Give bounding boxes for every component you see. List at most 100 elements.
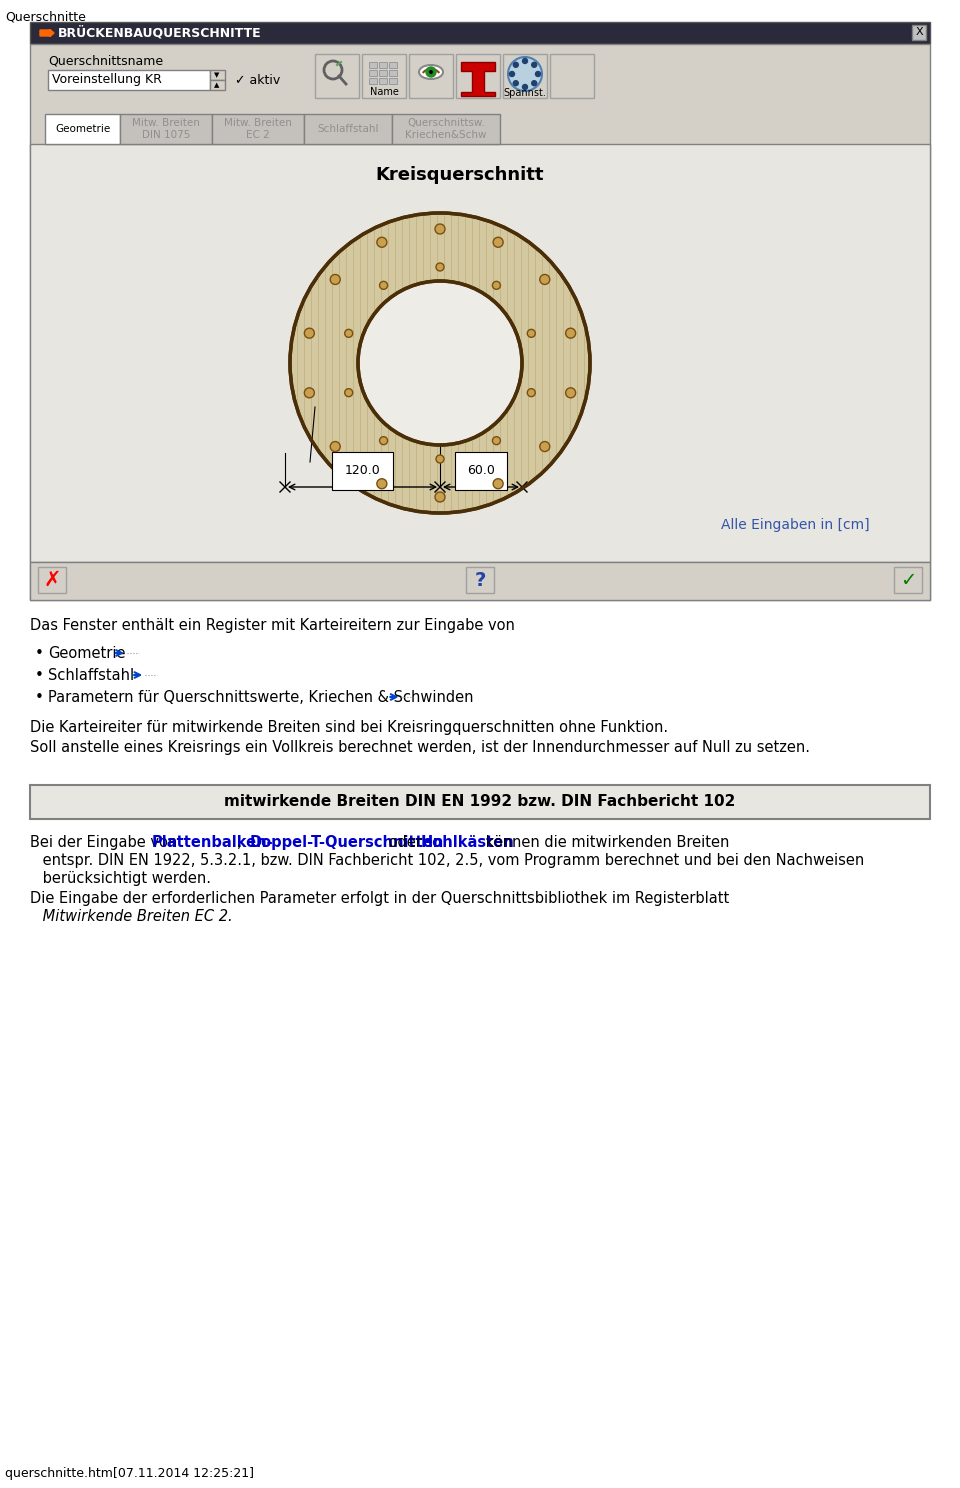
FancyBboxPatch shape [30,144,930,562]
Text: Querschnittsw.
Kriechen&Schw: Querschnittsw. Kriechen&Schw [405,118,487,140]
Circle shape [565,329,576,338]
Text: ▲: ▲ [214,82,220,88]
Circle shape [377,479,387,488]
FancyBboxPatch shape [894,567,922,594]
FancyBboxPatch shape [389,62,397,68]
FancyBboxPatch shape [912,25,926,40]
Text: Querschnitte: Querschnitte [5,10,85,22]
Text: BRÜCKENBAUQUERSCHNITTE: BRÜCKENBAUQUERSCHNITTE [58,27,262,40]
Text: •: • [35,690,44,705]
Text: Alle Eingaben in [cm]: Alle Eingaben in [cm] [721,518,870,533]
Text: Geometrie: Geometrie [55,124,110,134]
FancyBboxPatch shape [456,54,500,98]
Text: ?: ? [474,570,486,589]
Text: Name: Name [370,86,398,97]
FancyArrow shape [40,30,54,37]
Text: Mitw. Breiten
DIN 1075: Mitw. Breiten DIN 1075 [132,118,200,140]
FancyBboxPatch shape [362,54,406,98]
Text: Hohlkästen: Hohlkästen [420,835,515,850]
Circle shape [426,67,436,77]
Circle shape [527,329,536,338]
Circle shape [565,388,576,397]
Text: ,: , [237,835,247,850]
FancyBboxPatch shape [369,62,377,68]
Text: querschnitte.htm[07.11.2014 12:25:21]: querschnitte.htm[07.11.2014 12:25:21] [5,1467,254,1481]
Text: Mitwirkende Breiten EC 2.: Mitwirkende Breiten EC 2. [38,909,232,924]
Text: X: X [915,27,923,37]
Circle shape [540,442,550,451]
FancyBboxPatch shape [45,115,120,144]
Text: Plattenbalken-: Plattenbalken- [152,835,274,850]
Circle shape [429,70,433,74]
Circle shape [510,71,515,76]
Text: Das Fenster enthält ein Register mit Karteireitern zur Eingabe von: Das Fenster enthält ein Register mit Kar… [30,618,515,632]
Circle shape [379,436,388,445]
Text: berücksichtigt werden.: berücksichtigt werden. [38,870,211,885]
FancyBboxPatch shape [392,115,500,144]
Text: •: • [35,668,44,683]
Circle shape [493,237,503,247]
Circle shape [492,436,500,445]
FancyBboxPatch shape [48,70,210,89]
Circle shape [379,281,388,289]
FancyBboxPatch shape [304,115,392,144]
Ellipse shape [419,65,443,79]
Circle shape [304,329,314,338]
Text: Die Eingabe der erforderlichen Parameter erfolgt in der Querschnittsbibliothek i: Die Eingabe der erforderlichen Parameter… [30,891,730,906]
FancyBboxPatch shape [30,45,930,600]
Text: Kreisquerschnitt: Kreisquerschnitt [375,167,544,185]
FancyBboxPatch shape [210,70,225,80]
Text: Geometrie: Geometrie [48,646,126,661]
Circle shape [514,62,518,67]
FancyBboxPatch shape [503,54,547,98]
Circle shape [345,329,352,338]
FancyBboxPatch shape [30,786,930,818]
FancyBboxPatch shape [30,562,930,600]
Circle shape [493,479,503,488]
Text: ✓: ✓ [900,570,916,589]
Text: Bei der Eingabe von: Bei der Eingabe von [30,835,181,850]
Circle shape [436,455,444,463]
Text: Voreinstellung KR: Voreinstellung KR [52,73,162,86]
FancyBboxPatch shape [379,70,387,76]
Text: Soll anstelle eines Kreisrings ein Vollkreis berechnet werden, ist der Innendurc: Soll anstelle eines Kreisrings ein Vollk… [30,740,810,754]
Circle shape [532,62,537,67]
Text: Parametern für Querschnittswerte, Kriechen & Schwinden: Parametern für Querschnittswerte, Kriech… [48,690,473,705]
Circle shape [492,281,500,289]
Circle shape [345,388,352,397]
Text: entspr. DIN EN 1922, 5.3.2.1, bzw. DIN Fachbericht 102, 2.5, vom Programm berech: entspr. DIN EN 1922, 5.3.2.1, bzw. DIN F… [38,853,864,868]
Circle shape [508,57,542,91]
Text: Die Karteireiter für mitwirkende Breiten sind bei Kreisringquerschnitten ohne Fu: Die Karteireiter für mitwirkende Breiten… [30,720,668,735]
Circle shape [532,80,537,86]
FancyBboxPatch shape [389,77,397,83]
FancyBboxPatch shape [212,115,304,144]
Text: oder: oder [384,835,426,850]
Text: •: • [35,646,44,661]
Polygon shape [461,62,495,97]
Text: ▼: ▼ [214,71,220,77]
Circle shape [330,442,340,451]
Circle shape [540,274,550,284]
FancyBboxPatch shape [409,54,453,98]
Circle shape [527,388,536,397]
FancyBboxPatch shape [379,77,387,83]
Text: Spannst.: Spannst. [504,88,546,98]
FancyBboxPatch shape [369,70,377,76]
Text: mitwirkende Breiten DIN EN 1992 bzw. DIN Fachbericht 102: mitwirkende Breiten DIN EN 1992 bzw. DIN… [225,795,735,809]
FancyBboxPatch shape [389,70,397,76]
Circle shape [330,274,340,284]
FancyBboxPatch shape [550,54,594,98]
Circle shape [358,281,522,445]
Circle shape [435,493,445,501]
Circle shape [377,237,387,247]
FancyBboxPatch shape [120,115,212,144]
FancyBboxPatch shape [210,80,225,89]
FancyBboxPatch shape [30,22,930,45]
Text: 120.0: 120.0 [345,464,380,478]
FancyBboxPatch shape [38,567,66,594]
Text: Doppel-T-Querschnitten: Doppel-T-Querschnitten [250,835,444,850]
FancyBboxPatch shape [466,567,494,594]
Circle shape [514,80,518,86]
Circle shape [290,213,590,513]
Circle shape [436,263,444,271]
